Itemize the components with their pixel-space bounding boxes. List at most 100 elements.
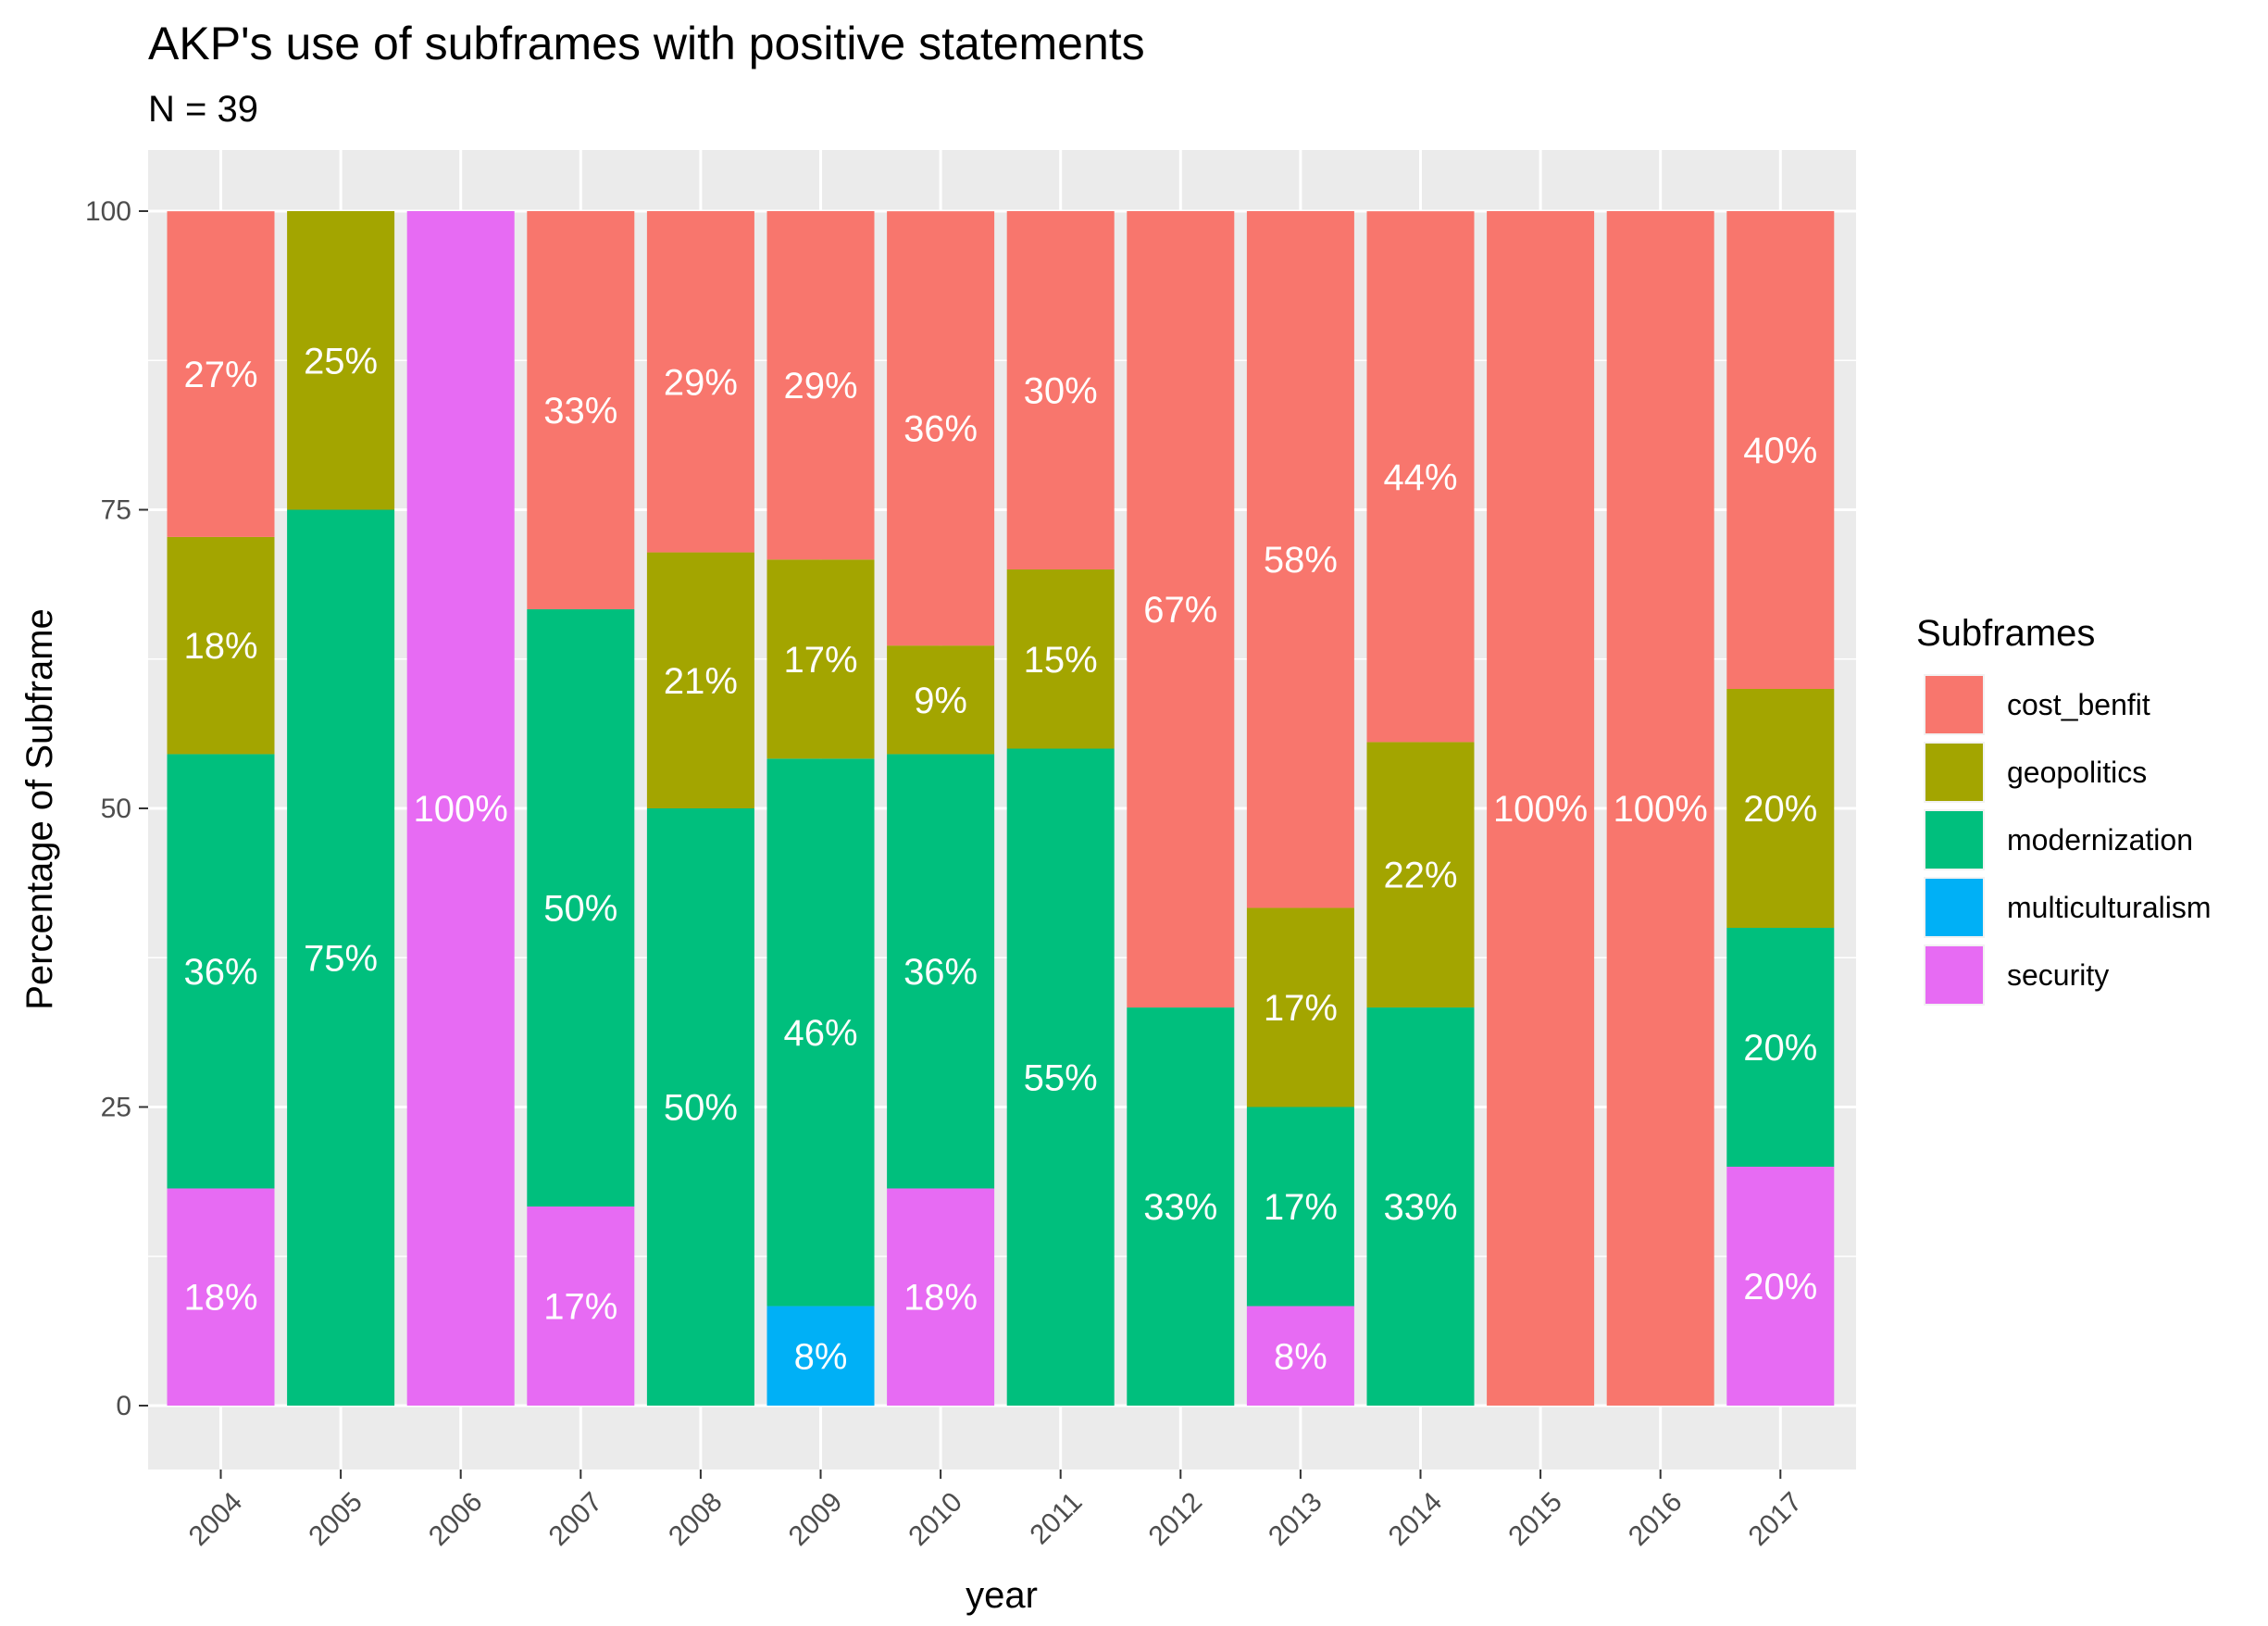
bar-label: 9% [914,681,967,721]
x-tick-label: 2012 [1143,1486,1209,1552]
bar-label: 20% [1743,789,1817,830]
x-tick-label: 2013 [1263,1486,1328,1552]
legend-swatch-geopolitics [1925,744,1983,801]
x-tick-label: 2014 [1383,1486,1449,1552]
bar-modernization-2011 [1006,748,1115,1406]
x-tick-label: 2005 [303,1486,368,1552]
bar-label: 21% [664,661,738,702]
legend-label-modernization: modernization [2007,823,2193,857]
y-tick-label: 0 [116,1391,131,1421]
bar-label: 18% [183,626,257,667]
bar-label: 44% [1383,457,1457,498]
legend-swatch-cost_benfit [1925,676,1983,733]
x-tick-label: 2006 [423,1486,489,1552]
legend-label-cost_benfit: cost_benfit [2007,688,2150,721]
y-tick-label: 50 [101,794,131,824]
legend-swatch-modernization [1925,811,1983,869]
bar-label: 67% [1143,590,1217,631]
y-axis: 0 25 50 75 100 [85,196,148,1421]
bar-label: 50% [664,1088,738,1129]
x-tick-label: 2015 [1502,1486,1568,1552]
bar-geopolitics-2013 [1246,907,1354,1107]
bar-multiculturalism-2009 [766,1306,875,1406]
y-tick-label: 100 [85,196,131,227]
bar-modernization-2010 [887,754,995,1189]
bar-cost_benfit-2013 [1246,211,1354,908]
x-tick-label: 2009 [783,1486,849,1552]
bar-cost_benfit-2015 [1487,211,1595,1406]
bar-geopolitics-2010 [887,645,995,755]
bar-label: 33% [1143,1187,1217,1228]
bar-modernization-2009 [766,758,875,1307]
bar-label: 20% [1743,1267,1817,1307]
legend-title: Subframes [1916,613,2095,654]
bar-label: 20% [1743,1028,1817,1069]
bar-label: 33% [1383,1187,1457,1228]
chart-subtitle: N = 39 [148,89,258,130]
bar-modernization-2004 [167,754,275,1189]
bar-label: 46% [783,1013,857,1054]
bar-geopolitics-2011 [1006,569,1115,749]
bar-geopolitics-2005 [287,211,395,510]
bar-modernization-2007 [527,608,635,1207]
bar-cost_benfit-2010 [887,211,995,646]
bar-label: 29% [783,366,857,406]
bar-cost_benfit-2008 [646,211,754,553]
x-tick-label: 2008 [663,1486,729,1552]
bar-label: 17% [543,1286,617,1327]
bar-modernization-2014 [1366,1007,1475,1406]
bar-label: 29% [664,362,738,403]
bar-geopolitics-2004 [167,536,275,755]
bar-label: 36% [903,952,978,993]
bar-cost_benfit-2012 [1127,211,1235,1008]
x-tick-label: 2010 [903,1486,968,1552]
bar-security-2006 [406,211,515,1406]
x-axis: 2004 2005 2006 2007 2008 2009 2010 2011 2012 2013… [183,1470,1808,1552]
bars-group [167,211,1835,1406]
x-tick-label: 2007 [543,1486,609,1552]
y-tick-label: 25 [101,1093,131,1123]
bar-modernization-2005 [287,509,395,1406]
bar-label: 100% [414,789,508,830]
bar-modernization-2013 [1246,1107,1354,1307]
bar-security-2013 [1246,1306,1354,1406]
legend-swatch-security [1925,946,1983,1004]
bar-geopolitics-2008 [646,552,754,808]
bar-modernization-2017 [1726,928,1835,1167]
bar-label: 75% [304,938,378,979]
bar-geopolitics-2017 [1726,689,1835,928]
bar-security-2010 [887,1188,995,1406]
bar-label: 40% [1743,431,1817,471]
bar-label: 22% [1383,856,1457,896]
y-tick-label: 75 [101,495,131,526]
x-tick-label: 2004 [183,1486,249,1552]
bar-cost_benfit-2009 [766,211,875,560]
legend: Subframes cost_benfit geopolitics moderniz… [1916,613,2211,1006]
bar-cost_benfit-2011 [1006,211,1115,569]
bar-label: 17% [1264,988,1338,1029]
bar-label: 30% [1024,371,1098,412]
bar-label: 18% [183,1278,257,1319]
bar-cost_benfit-2017 [1726,211,1835,689]
bar-cost_benfit-2014 [1366,211,1475,743]
bar-label: 55% [1024,1057,1098,1098]
bar-security-2004 [167,1188,275,1406]
bar-label: 18% [903,1278,978,1319]
bar-labels-group: 18% 36% 18% 27% 75% 25% 100% 17% 50% 33% 50% 21% 29%… [183,341,1817,1377]
x-tick-label: 2011 [1025,1486,1089,1550]
x-tick-label: 2016 [1623,1486,1689,1552]
bar-label: 27% [183,355,257,395]
bar-security-2007 [527,1206,635,1406]
bar-security-2017 [1726,1167,1835,1406]
legend-label-multiculturalism: multiculturalism [2007,891,2211,924]
bar-label: 50% [543,888,617,929]
bar-cost_benfit-2004 [167,211,275,537]
legend-label-security: security [2007,958,2109,992]
legend-label-geopolitics: geopolitics [2007,756,2147,789]
bar-geopolitics-2009 [766,559,875,759]
bar-modernization-2008 [646,808,754,1406]
bar-label: 100% [1614,789,1708,830]
bar-label: 36% [903,409,978,450]
bar-label: 8% [794,1336,848,1377]
